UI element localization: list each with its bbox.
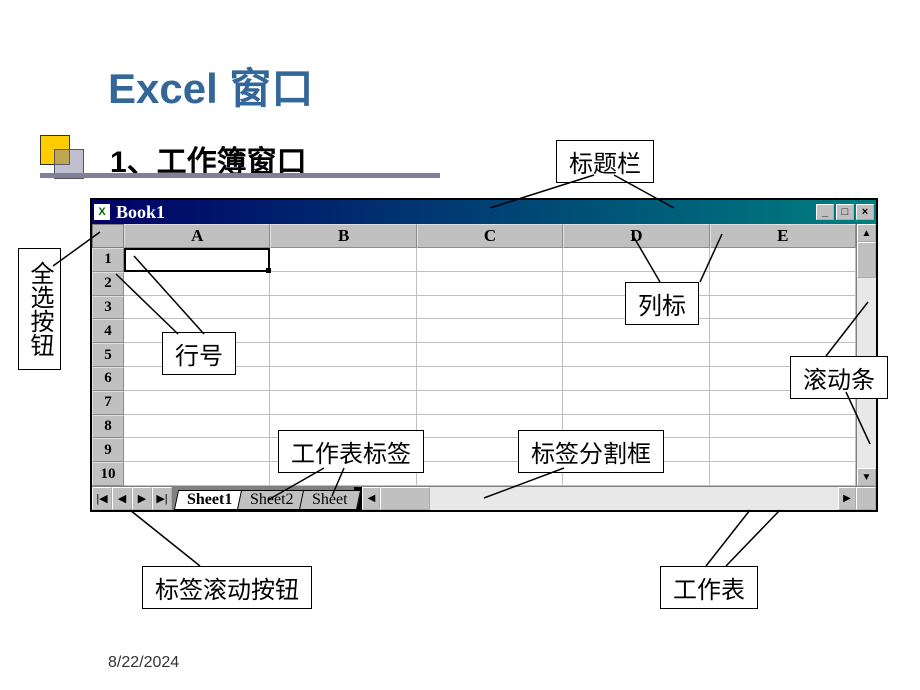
row-header[interactable]: 5 <box>92 343 124 367</box>
cell[interactable] <box>563 367 709 391</box>
cell[interactable] <box>417 272 563 296</box>
cell[interactable] <box>417 296 563 320</box>
row-header[interactable]: 3 <box>92 296 124 320</box>
row-header[interactable]: 10 <box>92 462 124 486</box>
callout-tabsplitter: 标签分割框 <box>518 430 664 473</box>
callout-titlebar: 标题栏 <box>556 140 654 183</box>
cell[interactable] <box>270 248 416 272</box>
callout-scrollbar: 滚动条 <box>790 356 888 399</box>
cell[interactable] <box>270 319 416 343</box>
vscroll-thumb[interactable] <box>857 242 876 278</box>
callout-tabscroll: 标签滚动按钮 <box>142 566 312 609</box>
column-header[interactable]: B <box>270 224 416 248</box>
row-header[interactable]: 4 <box>92 319 124 343</box>
cell[interactable] <box>124 272 270 296</box>
cell[interactable] <box>417 319 563 343</box>
excel-icon: X <box>94 204 110 220</box>
column-header[interactable]: A <box>124 224 270 248</box>
cell[interactable] <box>710 319 856 343</box>
page-title: Excel 窗口 <box>108 55 313 116</box>
cell[interactable] <box>270 367 416 391</box>
sheet-tab[interactable]: Sheet2 <box>237 490 307 510</box>
cell[interactable] <box>270 391 416 415</box>
cell[interactable] <box>710 462 856 486</box>
row-header[interactable]: 6 <box>92 367 124 391</box>
column-header[interactable]: D <box>563 224 709 248</box>
footer-date: 8/22/2024 <box>108 654 179 672</box>
column-header[interactable]: C <box>417 224 563 248</box>
row-header[interactable]: 8 <box>92 415 124 439</box>
vertical-scrollbar[interactable]: ▲ ▼ <box>856 224 876 486</box>
cell[interactable] <box>710 272 856 296</box>
tab-last-button[interactable]: ▶| <box>152 487 172 510</box>
cell[interactable] <box>124 391 270 415</box>
cell[interactable] <box>124 438 270 462</box>
column-header-row: ABCDE <box>92 224 856 248</box>
tab-prev-button[interactable]: ◀ <box>112 487 132 510</box>
scroll-down-icon[interactable]: ▼ <box>857 468 876 486</box>
tab-first-button[interactable]: |◀ <box>92 487 112 510</box>
callout-worksheet: 工作表 <box>660 566 758 609</box>
titlebar[interactable]: X Book1 _ □ × <box>92 200 876 224</box>
scroll-right-icon[interactable]: ▶ <box>838 487 856 510</box>
cell[interactable] <box>710 296 856 320</box>
cell[interactable] <box>270 272 416 296</box>
hscroll-thumb[interactable] <box>380 487 430 510</box>
callout-rowheader: 行号 <box>162 332 236 375</box>
book-title: Book1 <box>116 202 814 223</box>
sheet-tab[interactable]: Sheet <box>299 490 361 510</box>
select-all-button[interactable] <box>92 224 124 248</box>
column-header[interactable]: E <box>710 224 856 248</box>
row-headers: 12345678910 <box>92 248 124 486</box>
sheet-tabs: Sheet1Sheet2Sheet <box>172 487 354 510</box>
cell[interactable] <box>563 343 709 367</box>
callout-sheettab: 工作表标签 <box>278 430 424 473</box>
scroll-up-icon[interactable]: ▲ <box>857 224 876 242</box>
cell[interactable] <box>417 248 563 272</box>
cell[interactable] <box>124 462 270 486</box>
cell[interactable] <box>563 391 709 415</box>
row-header[interactable]: 2 <box>92 272 124 296</box>
cell[interactable] <box>417 391 563 415</box>
tab-next-button[interactable]: ▶ <box>132 487 152 510</box>
row-header[interactable]: 7 <box>92 391 124 415</box>
cell[interactable] <box>710 438 856 462</box>
cell[interactable] <box>124 415 270 439</box>
active-cell[interactable] <box>124 248 270 272</box>
maximize-button[interactable]: □ <box>836 204 854 220</box>
cell[interactable] <box>563 248 709 272</box>
subtitle-underline <box>40 173 440 178</box>
close-button[interactable]: × <box>856 204 874 220</box>
cell[interactable] <box>417 367 563 391</box>
scroll-left-icon[interactable]: ◀ <box>362 487 380 510</box>
callout-selectall: 全选按钮 <box>18 248 61 370</box>
cell[interactable] <box>270 343 416 367</box>
cell[interactable] <box>710 415 856 439</box>
callout-colheader: 列标 <box>625 282 699 325</box>
cell[interactable] <box>710 248 856 272</box>
subtitle: 1、工作簿窗口 <box>40 135 307 183</box>
tab-scroll-buttons: |◀ ◀ ▶ ▶| <box>92 487 172 510</box>
tab-bar: |◀ ◀ ▶ ▶| Sheet1Sheet2Sheet ◀ ▶ <box>92 486 876 510</box>
cell[interactable] <box>417 343 563 367</box>
scrollbar-corner <box>856 487 876 510</box>
cell[interactable] <box>270 296 416 320</box>
minimize-button[interactable]: _ <box>816 204 834 220</box>
cell[interactable] <box>124 296 270 320</box>
sheet-tab[interactable]: Sheet1 <box>174 490 246 510</box>
row-header[interactable]: 9 <box>92 438 124 462</box>
row-header[interactable]: 1 <box>92 248 124 272</box>
horizontal-scrollbar[interactable]: ◀ ▶ <box>362 487 856 510</box>
